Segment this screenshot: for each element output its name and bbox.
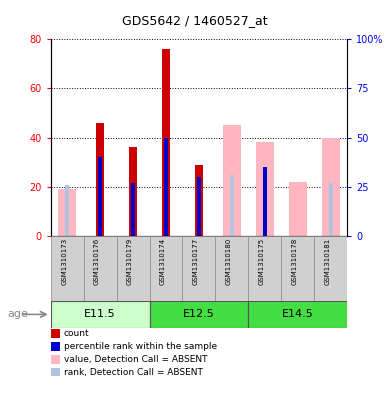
Bar: [149, 301, 248, 328]
Bar: [230, 175, 234, 236]
Text: E12.5: E12.5: [183, 309, 215, 320]
Bar: [281, 236, 314, 301]
Bar: [195, 165, 203, 236]
Bar: [83, 236, 117, 301]
Text: percentile rank within the sample: percentile rank within the sample: [64, 342, 217, 351]
Bar: [149, 236, 183, 301]
Bar: [248, 301, 347, 328]
Bar: [256, 142, 274, 236]
Bar: [65, 185, 69, 236]
Bar: [58, 189, 76, 236]
Bar: [51, 301, 149, 328]
Text: GSM1310176: GSM1310176: [94, 238, 100, 285]
Text: GSM1310175: GSM1310175: [259, 238, 265, 285]
Text: GSM1310173: GSM1310173: [61, 238, 67, 285]
Bar: [183, 236, 215, 301]
Bar: [223, 125, 241, 236]
Text: GSM1310174: GSM1310174: [160, 238, 166, 285]
Bar: [289, 182, 307, 236]
Text: GSM1310180: GSM1310180: [226, 238, 232, 285]
Bar: [197, 177, 201, 236]
Bar: [162, 49, 170, 236]
Bar: [96, 123, 104, 236]
Text: E11.5: E11.5: [84, 309, 116, 320]
Text: GSM1310178: GSM1310178: [292, 238, 298, 285]
Bar: [248, 236, 281, 301]
Bar: [117, 236, 149, 301]
Text: count: count: [64, 329, 89, 338]
Bar: [329, 183, 333, 236]
Bar: [131, 183, 135, 236]
Text: E14.5: E14.5: [282, 309, 314, 320]
Text: GSM1310181: GSM1310181: [324, 238, 331, 285]
Text: value, Detection Call = ABSENT: value, Detection Call = ABSENT: [64, 355, 207, 364]
Bar: [51, 236, 83, 301]
Text: GSM1310179: GSM1310179: [127, 238, 133, 285]
Bar: [129, 147, 137, 236]
Text: age: age: [8, 309, 29, 320]
Bar: [314, 236, 347, 301]
Bar: [98, 157, 102, 236]
Bar: [322, 138, 340, 236]
Bar: [215, 236, 248, 301]
Text: GDS5642 / 1460527_at: GDS5642 / 1460527_at: [122, 15, 268, 28]
Text: rank, Detection Call = ABSENT: rank, Detection Call = ABSENT: [64, 368, 202, 376]
Text: GSM1310177: GSM1310177: [193, 238, 199, 285]
Bar: [164, 138, 168, 236]
Bar: [263, 167, 267, 236]
